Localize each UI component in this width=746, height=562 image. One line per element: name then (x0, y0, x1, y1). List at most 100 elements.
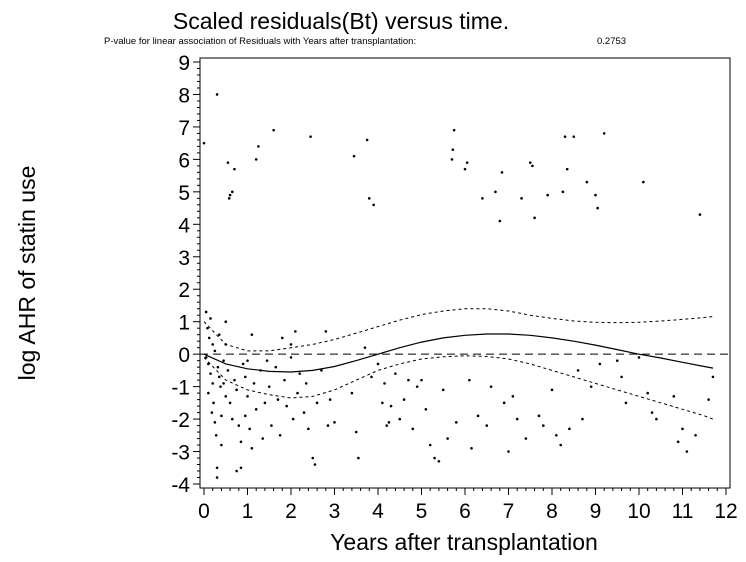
residual-point (507, 450, 510, 453)
residual-point (470, 446, 473, 450)
x-tick-label: 11 (672, 500, 694, 523)
residual-point (215, 93, 219, 96)
residual-point (209, 317, 212, 320)
residual-point (411, 427, 415, 431)
chart-subtitle: P-value for linear association of Residu… (104, 36, 416, 47)
residual-point (420, 378, 423, 382)
residual-point (285, 404, 288, 408)
residual-point (220, 414, 223, 418)
residual-point (650, 411, 654, 414)
residual-point (357, 456, 360, 460)
y-tick-label: 1 (178, 312, 190, 335)
residual-point (212, 401, 215, 405)
residual-point (278, 434, 282, 437)
lower-confidence-band (203, 355, 714, 420)
residual-point (320, 369, 323, 372)
residual-point (239, 440, 243, 444)
residual-point (602, 132, 606, 135)
residual-point (424, 408, 428, 411)
residual-point (219, 385, 222, 388)
residual-point (520, 197, 523, 200)
residual-point (646, 391, 649, 395)
residual-point (239, 466, 243, 470)
residual-point (228, 193, 232, 197)
residual-point (233, 167, 236, 171)
residual-point (313, 463, 317, 466)
residual-point (228, 401, 232, 405)
x-tick-label: 9 (590, 500, 602, 523)
residual-point (222, 359, 225, 362)
residual-point (215, 466, 219, 470)
y-tick-label: 8 (178, 84, 190, 107)
residual-point (296, 391, 299, 395)
residual-point (615, 359, 619, 362)
residual-point (398, 417, 402, 421)
y-tick-label: 4 (178, 214, 190, 237)
residual-point (711, 375, 715, 379)
residual-point (485, 424, 489, 427)
residual-point (451, 148, 455, 151)
x-tick-label: 7 (503, 500, 515, 523)
residual-point (381, 401, 384, 405)
residual-point (594, 193, 597, 197)
residual-point (214, 434, 218, 437)
residual-point (244, 375, 247, 379)
y-tick-label: -2 (171, 409, 190, 432)
x-tick-label: 0 (198, 500, 210, 523)
residual-point (261, 437, 265, 440)
residual-point (307, 427, 310, 431)
residual-point (596, 206, 599, 210)
residual-point (202, 141, 206, 145)
residual-point (246, 395, 249, 398)
residual-point (222, 382, 225, 385)
residual-point (263, 401, 267, 405)
residual-point (524, 437, 528, 440)
residual-point (383, 382, 386, 385)
residual-point (315, 401, 319, 405)
residual-point (213, 349, 217, 353)
residual-point (226, 369, 230, 372)
residual-point (433, 456, 436, 460)
p-value: 0.2753 (597, 36, 626, 47)
residual-point (241, 362, 245, 366)
residual-point (565, 167, 569, 171)
residual-point (326, 424, 330, 427)
residual-point (333, 421, 336, 424)
residual-point (481, 197, 484, 200)
residual-point (394, 372, 397, 375)
residual-point (407, 378, 410, 382)
residual-point (250, 333, 254, 336)
x-tick-label: 4 (372, 500, 384, 523)
residual-point (217, 375, 221, 379)
residual-point (272, 128, 275, 132)
residual-point (428, 443, 432, 447)
residual-point (211, 382, 214, 385)
residual-point (294, 330, 297, 333)
residual-point (437, 459, 441, 463)
residual-point (676, 440, 680, 444)
residual-point (370, 375, 373, 379)
residual-point (211, 343, 214, 346)
x-tick-label: 1 (242, 500, 254, 523)
upper-confidence-band (203, 308, 714, 352)
residual-point (681, 427, 684, 431)
residual-point (489, 385, 493, 388)
x-tick-label: 12 (714, 500, 737, 523)
residual-point (354, 430, 358, 434)
residual-point (274, 365, 278, 369)
residual-point (281, 336, 284, 340)
residual-point (368, 197, 371, 200)
residual-point (224, 320, 228, 323)
residual-point (655, 417, 658, 421)
y-axis-label: log AHR of statin use (14, 166, 40, 381)
residual-point (494, 190, 497, 194)
residual-point (555, 434, 558, 437)
residual-point (309, 135, 312, 138)
residual-point (254, 158, 258, 161)
residual-point (226, 161, 230, 164)
y-tick-label: 2 (178, 279, 190, 302)
residual-point (542, 424, 545, 427)
y-tick-label: -1 (171, 377, 190, 400)
